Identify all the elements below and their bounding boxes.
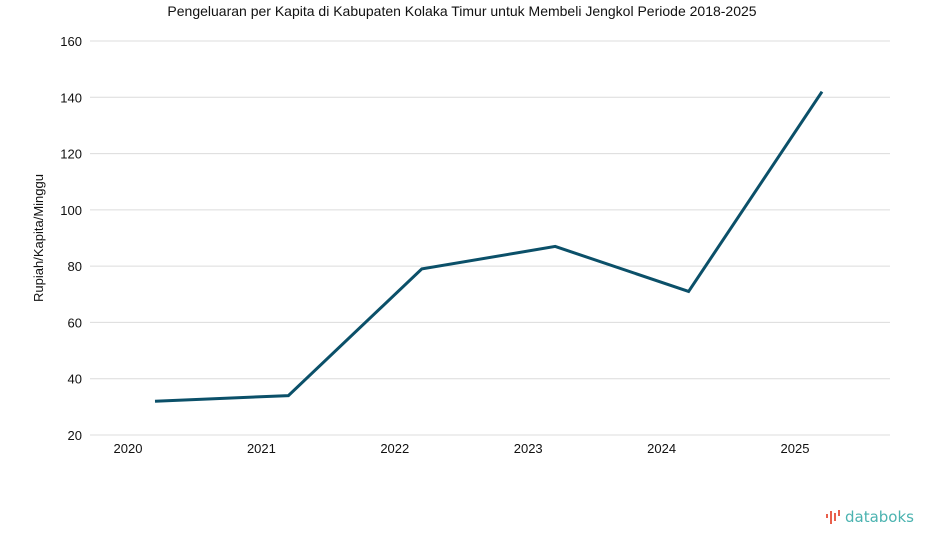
y-tick-label: 100 [60,203,82,218]
x-tick-label: 2023 [514,441,543,456]
databoks-logo-icon [825,509,843,525]
y-tick-label: 20 [68,428,82,443]
y-tick-label: 40 [68,372,82,387]
x-tick-label: 2022 [380,441,409,456]
chart-title: Pengeluaran per Kapita di Kabupaten Kola… [167,3,756,19]
x-tick-label: 2025 [781,441,810,456]
y-tick-label: 160 [60,34,82,49]
y-tick-label: 80 [68,259,82,274]
x-tick-label: 2024 [647,441,676,456]
databoks-logo: databoks [825,508,914,526]
x-tick-label: 2020 [114,441,143,456]
series-line [155,92,822,402]
x-tick-label: 2021 [247,441,276,456]
y-axis-label: Rupiah/Kapita/Minggu [31,174,46,302]
y-tick-label: 120 [60,147,82,162]
databoks-logo-text: databoks [845,508,914,526]
y-tick-label: 60 [68,315,82,330]
y-tick-label: 140 [60,90,82,105]
